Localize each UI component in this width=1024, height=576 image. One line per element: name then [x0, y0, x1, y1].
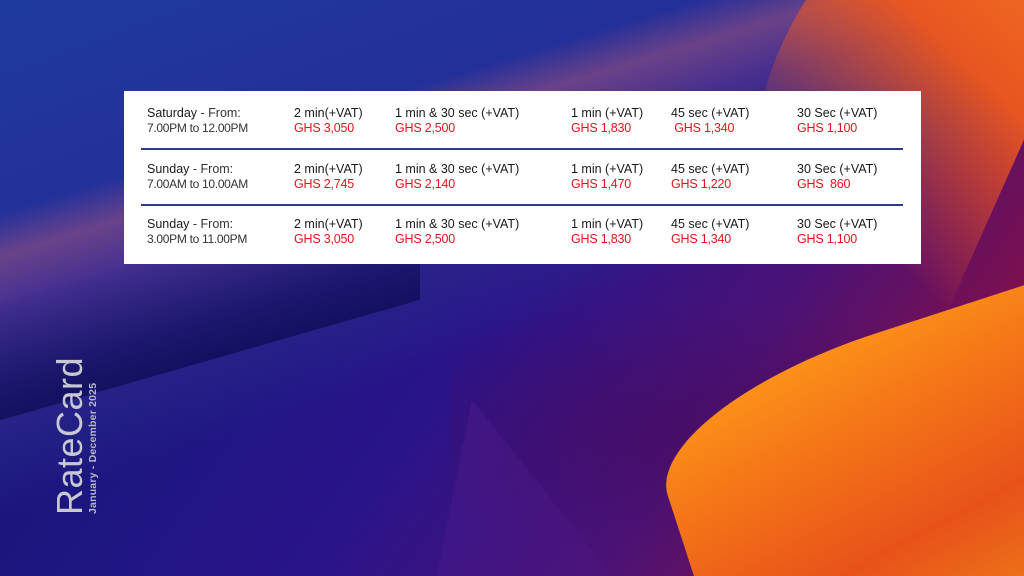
rate-cell-45sec: 45 sec (+VAT) GHS 1,220 — [671, 162, 749, 192]
rate-row-sunday-morning: Sunday - From: 7.00AM to 10.00AM 2 min(+… — [124, 162, 921, 202]
price-value: GHS 1,100 — [797, 232, 858, 246]
rate-cell-1min30: 1 min & 30 sec (+VAT) GHS 2,500 — [395, 106, 519, 136]
rate-cell-30sec: 30 Sec (+VAT) GHS 860 — [797, 162, 877, 192]
duration-label: 30 Sec (+VAT) — [797, 217, 878, 231]
day-label: Saturday — [147, 106, 198, 120]
price-value: GHS 1,220 — [671, 177, 732, 191]
rate-cell-1min: 1 min (+VAT) GHS 1,470 — [571, 162, 643, 192]
duration-label: 2 min(+VAT) — [294, 162, 363, 176]
price-value: GHS 3,050 — [294, 232, 355, 246]
price-value: GHS 1,830 — [571, 121, 632, 135]
rate-cell-1min30: 1 min & 30 sec (+VAT) GHS 2,140 — [395, 162, 519, 192]
rate-cell-2min: 2 min(+VAT) GHS 3,050 — [294, 217, 363, 247]
price-value: GHS 2,500 — [395, 121, 456, 135]
duration-label: 1 min (+VAT) — [571, 217, 644, 231]
duration-label: 45 sec (+VAT) — [671, 217, 750, 231]
price-value: GHS 1,100 — [797, 121, 858, 135]
from-label: - From: — [197, 106, 241, 120]
day-label: Sunday — [147, 162, 190, 176]
rate-cell-45sec: 45 sec (+VAT) GHS 1,340 — [671, 106, 749, 136]
price-value: GHS 1,340 — [671, 232, 732, 246]
duration-label: 1 min & 30 sec (+VAT) — [395, 217, 520, 231]
price-value: GHS 2,745 — [294, 177, 355, 191]
from-label: - From: — [189, 217, 234, 231]
rate-cell-30sec: 30 Sec (+VAT) GHS 1,100 — [797, 106, 877, 136]
rate-cell-1min30: 1 min & 30 sec (+VAT) GHS 2,500 — [395, 217, 519, 247]
rate-cell-2min: 2 min(+VAT) GHS 2,745 — [294, 162, 363, 192]
duration-label: 2 min(+VAT) — [294, 217, 363, 231]
price-value: GHS 1,340 — [671, 121, 735, 135]
time-range: 3.00PM to 11.00PM — [147, 232, 248, 246]
time-slot-cell: Saturday - From: 7.00PM to 12.00PM — [147, 106, 248, 136]
price-value: GHS 1,830 — [571, 232, 632, 246]
time-slot-cell: Sunday - From: 7.00AM to 10.00AM — [147, 162, 248, 192]
time-range: 7.00PM to 12.00PM — [147, 121, 248, 135]
rate-cell-1min: 1 min (+VAT) GHS 1,830 — [571, 106, 643, 136]
price-value: GHS 3,050 — [294, 121, 355, 135]
time-range: 7.00AM to 10.00AM — [147, 177, 248, 191]
ratecard-branding: RateCard January - December 2025 — [49, 356, 99, 515]
ratecard-title: RateCard — [49, 356, 90, 515]
duration-label: 1 min (+VAT) — [571, 106, 644, 120]
rate-row-sunday-afternoon: Sunday - From: 3.00PM to 11.00PM 2 min(+… — [124, 217, 921, 257]
rate-row-saturday-evening: Saturday - From: 7.00PM to 12.00PM 2 min… — [124, 106, 921, 146]
rate-table-card: Saturday - From: 7.00PM to 12.00PM 2 min… — [124, 91, 921, 264]
price-value: GHS 1,470 — [571, 177, 632, 191]
duration-label: 2 min(+VAT) — [294, 106, 363, 120]
row-divider — [141, 204, 903, 206]
rate-cell-45sec: 45 sec (+VAT) GHS 1,340 — [671, 217, 749, 247]
duration-label: 45 sec (+VAT) — [671, 162, 750, 176]
from-label: - From: — [189, 162, 234, 176]
duration-label: 45 sec (+VAT) — [671, 106, 750, 120]
time-slot-cell: Sunday - From: 3.00PM to 11.00PM — [147, 217, 247, 247]
price-value: GHS 2,140 — [395, 177, 456, 191]
duration-label: 1 min (+VAT) — [571, 162, 644, 176]
row-divider — [141, 148, 903, 150]
duration-label: 30 Sec (+VAT) — [797, 106, 878, 120]
price-value: GHS 860 — [797, 177, 851, 191]
rate-cell-1min: 1 min (+VAT) GHS 1,830 — [571, 217, 643, 247]
duration-label: 30 Sec (+VAT) — [797, 162, 878, 176]
rate-cell-2min: 2 min(+VAT) GHS 3,050 — [294, 106, 363, 136]
duration-label: 1 min & 30 sec (+VAT) — [395, 106, 520, 120]
price-value: GHS 2,500 — [395, 232, 456, 246]
day-label: Sunday — [147, 217, 190, 231]
rate-cell-30sec: 30 Sec (+VAT) GHS 1,100 — [797, 217, 877, 247]
duration-label: 1 min & 30 sec (+VAT) — [395, 162, 520, 176]
